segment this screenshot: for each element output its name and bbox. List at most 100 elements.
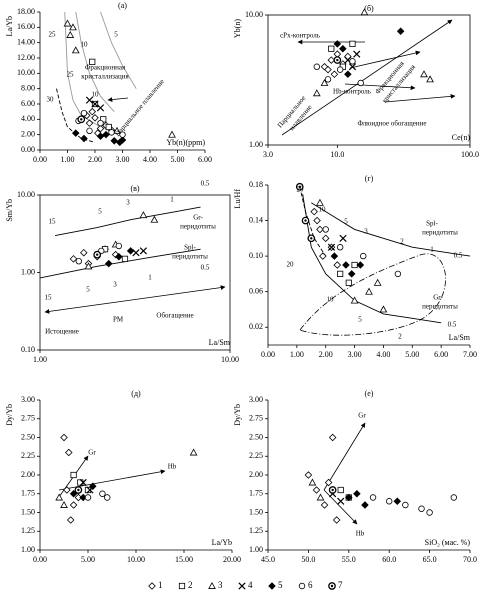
panel-label: (д) xyxy=(131,389,141,398)
y-tick-label: 0.02 xyxy=(249,322,263,331)
point xyxy=(139,247,147,255)
annotation: Hb xyxy=(356,530,365,538)
y-tick-label: 2.75 xyxy=(21,414,35,423)
annotation: перидотиты xyxy=(172,253,208,261)
annotation: Hb xyxy=(168,463,177,471)
x-tick-label: 7.00 xyxy=(463,350,477,359)
y-tick-label: 0.10 xyxy=(249,251,263,260)
x-tick-label: 65.0 xyxy=(423,555,437,564)
point xyxy=(119,131,126,138)
point xyxy=(330,252,339,260)
point xyxy=(386,498,393,505)
annotation: 20 xyxy=(287,261,295,269)
point xyxy=(360,8,369,16)
point xyxy=(357,79,364,87)
panel-label: (в) xyxy=(130,184,139,193)
point xyxy=(402,501,409,509)
y-axis-label: Sm/Yb xyxy=(5,199,14,222)
y-axis-label: Dy/Yb xyxy=(5,404,14,426)
trend-arrow xyxy=(323,422,366,491)
point xyxy=(324,478,333,487)
legend-label: 2 xyxy=(188,580,193,590)
point xyxy=(63,486,71,494)
legend-label: 6 xyxy=(308,580,313,590)
panel-label: (а) xyxy=(118,1,127,10)
trend-arrow xyxy=(44,285,226,314)
point xyxy=(126,247,135,255)
y-tick-label: 3.00 xyxy=(249,395,263,404)
x-tick-label: 5.00 xyxy=(405,350,419,359)
point xyxy=(99,490,106,497)
point-dot xyxy=(95,253,99,256)
point xyxy=(337,497,345,505)
point xyxy=(80,134,88,143)
point xyxy=(121,255,129,262)
point xyxy=(168,130,176,138)
y-tick-label: 14.00 xyxy=(17,37,35,46)
x-tick-label: 1.00 xyxy=(290,350,304,359)
point xyxy=(349,58,356,65)
x-tick-label: 1.00 xyxy=(33,355,47,364)
point xyxy=(365,287,373,295)
point xyxy=(89,482,97,491)
x-tick-label: 5.00 xyxy=(171,155,185,164)
point xyxy=(426,75,434,83)
point xyxy=(91,114,99,122)
annotation: 5 xyxy=(114,31,118,39)
point xyxy=(313,216,321,225)
y-tick-label: 16.00 xyxy=(17,22,35,31)
y-tick-label: 0.00 xyxy=(21,145,35,154)
point xyxy=(379,305,388,313)
annotation: Gr- xyxy=(193,214,203,222)
annotation: 10 xyxy=(81,41,89,49)
y-tick-label: 18.00 xyxy=(17,7,35,16)
point xyxy=(450,494,458,501)
point xyxy=(84,494,92,501)
point xyxy=(360,252,367,260)
point-dot xyxy=(331,488,334,492)
point xyxy=(71,46,80,54)
point xyxy=(321,234,330,243)
annotation: 2 xyxy=(400,238,404,246)
point-dot xyxy=(330,584,334,588)
point xyxy=(55,493,64,501)
point xyxy=(333,40,342,48)
point xyxy=(361,501,369,509)
model-curve xyxy=(54,206,201,236)
point xyxy=(91,100,99,108)
point xyxy=(337,486,344,494)
point xyxy=(351,261,358,269)
x-tick-label: 50.0 xyxy=(301,555,315,564)
point xyxy=(316,198,324,206)
point xyxy=(113,126,121,134)
annotation: 0.5 xyxy=(201,264,210,272)
point xyxy=(333,261,342,269)
trend-arrow xyxy=(107,97,129,102)
annotation: Spl- xyxy=(184,244,196,252)
annotation: Gr- xyxy=(433,294,443,302)
point-dot xyxy=(304,219,307,222)
x-axis-label: Yb(n)(ppm) xyxy=(166,138,205,147)
point xyxy=(330,70,339,79)
point xyxy=(339,44,347,53)
y-tick-label: 1.25 xyxy=(249,526,263,535)
point xyxy=(322,226,329,233)
y-tick-label: 2.00 xyxy=(21,129,35,138)
x-tick-label: 45.0 xyxy=(261,555,275,564)
y-tick-label: 1.75 xyxy=(21,489,35,498)
point xyxy=(344,70,352,79)
point xyxy=(189,448,198,456)
annotation: перидотиты xyxy=(180,223,216,231)
legend-label: 3 xyxy=(218,580,223,590)
plot-frame xyxy=(267,14,471,146)
point xyxy=(88,107,97,116)
point xyxy=(75,257,82,265)
y-tick-label: 1.50 xyxy=(249,507,263,516)
x-tick-label: 15.00 xyxy=(175,555,193,564)
point xyxy=(80,248,88,257)
annotation: 15 xyxy=(45,294,53,302)
y-axis-label: Yb(n) xyxy=(233,19,242,38)
point xyxy=(69,255,78,263)
x-tick-label: 3.00 xyxy=(116,155,130,164)
x-tick-label: 0.00 xyxy=(33,155,47,164)
